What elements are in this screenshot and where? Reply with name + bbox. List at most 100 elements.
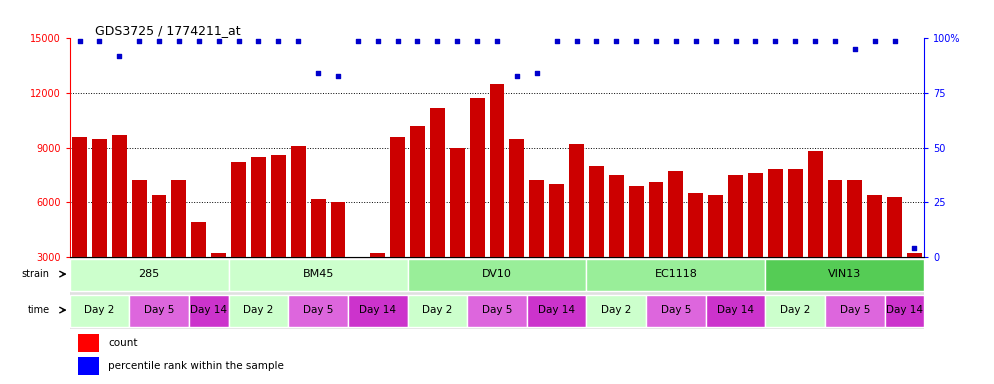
- Point: [728, 38, 744, 44]
- Bar: [408, 295, 467, 327]
- Point: [847, 46, 863, 52]
- Text: Day 2: Day 2: [601, 305, 631, 315]
- Text: Day 5: Day 5: [144, 305, 174, 315]
- Point: [72, 38, 87, 44]
- Point: [708, 38, 724, 44]
- Text: Day 14: Day 14: [538, 305, 576, 315]
- Point: [867, 38, 883, 44]
- Bar: [73, 137, 87, 257]
- Bar: [450, 147, 465, 257]
- Point: [588, 38, 604, 44]
- Point: [370, 38, 386, 44]
- Bar: [229, 295, 288, 327]
- Point: [648, 38, 664, 44]
- Bar: [649, 182, 664, 257]
- Bar: [92, 139, 107, 257]
- Point: [250, 38, 266, 44]
- Bar: [112, 135, 127, 257]
- Bar: [152, 195, 167, 257]
- Bar: [129, 295, 189, 327]
- Point: [787, 38, 803, 44]
- Text: Day 2: Day 2: [244, 305, 273, 315]
- Point: [131, 38, 147, 44]
- Bar: [728, 175, 744, 257]
- Point: [807, 38, 823, 44]
- Bar: [629, 186, 644, 257]
- Point: [688, 38, 704, 44]
- Text: GDS3725 / 1774211_at: GDS3725 / 1774211_at: [95, 24, 241, 37]
- Point: [111, 53, 127, 59]
- Point: [350, 38, 366, 44]
- Text: Day 14: Day 14: [886, 305, 923, 315]
- Bar: [288, 295, 348, 327]
- Bar: [589, 166, 604, 257]
- Text: Day 14: Day 14: [717, 305, 754, 315]
- Bar: [192, 222, 207, 257]
- Bar: [229, 258, 408, 291]
- Point: [211, 38, 227, 44]
- Text: BM45: BM45: [302, 269, 334, 279]
- Bar: [79, 334, 99, 352]
- Bar: [270, 155, 286, 257]
- Text: Day 2: Day 2: [84, 305, 114, 315]
- Text: Day 2: Day 2: [422, 305, 452, 315]
- Bar: [550, 184, 565, 257]
- Bar: [608, 175, 624, 257]
- Bar: [808, 151, 823, 257]
- Bar: [348, 295, 408, 327]
- Point: [290, 38, 306, 44]
- Bar: [689, 193, 704, 257]
- Bar: [848, 180, 863, 257]
- Point: [608, 38, 624, 44]
- Bar: [586, 295, 646, 327]
- Bar: [510, 139, 525, 257]
- Point: [747, 38, 763, 44]
- Bar: [646, 295, 706, 327]
- Point: [887, 38, 903, 44]
- Point: [310, 70, 326, 76]
- Bar: [765, 258, 924, 291]
- Point: [509, 73, 525, 79]
- Point: [330, 73, 346, 79]
- Text: VIN13: VIN13: [828, 269, 862, 279]
- Bar: [885, 295, 924, 327]
- Point: [549, 38, 565, 44]
- Text: Day 5: Day 5: [661, 305, 691, 315]
- Bar: [748, 173, 763, 257]
- Bar: [172, 180, 187, 257]
- Bar: [888, 197, 903, 257]
- Point: [429, 38, 445, 44]
- Bar: [768, 169, 783, 257]
- Text: Day 5: Day 5: [840, 305, 870, 315]
- Bar: [765, 295, 825, 327]
- Point: [668, 38, 684, 44]
- Text: Day 5: Day 5: [303, 305, 333, 315]
- Point: [191, 38, 207, 44]
- Bar: [828, 180, 843, 257]
- Text: Day 5: Day 5: [482, 305, 512, 315]
- Bar: [908, 253, 922, 257]
- Point: [449, 38, 465, 44]
- Point: [231, 38, 247, 44]
- Point: [171, 38, 187, 44]
- Bar: [467, 295, 527, 327]
- Bar: [79, 357, 99, 375]
- Point: [827, 38, 843, 44]
- Bar: [530, 180, 545, 257]
- Point: [390, 38, 406, 44]
- Text: EC1118: EC1118: [654, 269, 698, 279]
- Bar: [868, 195, 883, 257]
- Bar: [709, 195, 724, 257]
- Point: [469, 38, 485, 44]
- Bar: [825, 295, 885, 327]
- Text: Day 2: Day 2: [780, 305, 810, 315]
- Text: time: time: [28, 305, 50, 315]
- Bar: [527, 295, 586, 327]
- Point: [628, 38, 644, 44]
- Point: [91, 38, 107, 44]
- Text: DV10: DV10: [482, 269, 512, 279]
- Text: 285: 285: [138, 269, 160, 279]
- Bar: [291, 146, 306, 257]
- Point: [767, 38, 783, 44]
- Bar: [70, 258, 229, 291]
